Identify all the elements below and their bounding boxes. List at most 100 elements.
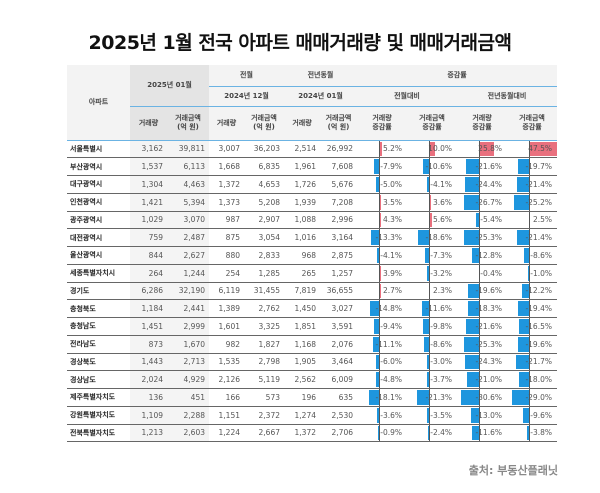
- table-row: 제주특별자치도 136 451 166 573 196 635 -18.1% -21.3% -30…: [67, 388, 557, 407]
- change-cell: -26.7%: [457, 193, 507, 212]
- change-cell: -9.4%: [357, 317, 407, 336]
- value-cell: 1,451: [130, 317, 167, 336]
- change-cell: -19.6%: [507, 335, 557, 354]
- change-value: -21.3%: [425, 392, 452, 402]
- change-value: -9.8%: [430, 321, 452, 331]
- change-value: -3.5%: [430, 410, 452, 420]
- bar-axis: [529, 424, 530, 442]
- decrease-bar: [471, 248, 479, 263]
- value-cell: 875: [209, 228, 244, 247]
- change-value: -3.6%: [380, 410, 402, 420]
- value-cell: 2,907: [244, 211, 284, 230]
- decrease-bar: [464, 354, 479, 370]
- bar-axis: [379, 158, 380, 175]
- change-cell: -0.9%: [357, 424, 407, 443]
- change-value: -14.8%: [375, 304, 402, 314]
- table-row: 서울특별시 3,162 39,811 3,007 36,203 2,514 26,992 5.…: [67, 140, 557, 159]
- decrease-bar: [422, 301, 429, 316]
- change-value: -25.2%: [525, 197, 552, 207]
- change-value: -3.2%: [430, 268, 452, 278]
- value-cell: 5,119: [244, 370, 284, 389]
- value-cell: 2,024: [130, 370, 167, 389]
- bar-axis: [479, 424, 480, 442]
- bar-axis: [379, 211, 380, 229]
- change-value: -25.3%: [475, 339, 502, 349]
- change-cell: -11.1%: [357, 335, 407, 354]
- value-cell: 7,208: [320, 193, 357, 212]
- bar-axis: [529, 176, 530, 193]
- value-cell: 2,126: [209, 370, 244, 389]
- value-cell: 1,373: [209, 193, 244, 212]
- change-cell: -25.3%: [457, 228, 507, 247]
- bar-axis: [479, 176, 480, 193]
- decrease-bar: [461, 390, 479, 405]
- region-name: 대전광역시: [67, 228, 130, 247]
- bar-axis: [429, 247, 430, 264]
- region-name: 제주특별자치도: [67, 388, 130, 407]
- value-cell: 1,450: [284, 299, 320, 318]
- table-row: 광주광역시 1,029 3,070 987 2,907 1,088 2,996 4.3% 5.6…: [67, 211, 557, 230]
- change-value: -21.6%: [475, 162, 502, 172]
- decrease-bar: [475, 212, 479, 228]
- change-value: 5.6%: [432, 215, 452, 225]
- change-value: 2.3%: [432, 286, 452, 296]
- decrease-bar: [464, 177, 479, 192]
- change-cell: -4.1%: [357, 246, 407, 265]
- region-name: 강원특별자치도: [67, 406, 130, 425]
- value-cell: 5,208: [244, 193, 284, 212]
- header-prev-month: 전월: [209, 65, 284, 87]
- change-cell: -19.6%: [457, 282, 507, 301]
- change-value: -26.7%: [475, 197, 502, 207]
- change-cell: -4.8%: [357, 370, 407, 389]
- decrease-bar: [516, 354, 529, 370]
- change-value: -18.1%: [375, 392, 402, 402]
- decrease-bar: [514, 194, 529, 210]
- change-value: -18.3%: [475, 304, 502, 314]
- change-value: 25.8%: [478, 144, 502, 154]
- decrease-bar: [427, 265, 429, 281]
- change-cell: -6.0%: [357, 353, 407, 372]
- source-note: 출처: 부동산플래닛: [468, 464, 558, 477]
- change-value: -21.6%: [475, 321, 502, 331]
- table-row: 경상북도 1,443 2,713 1,535 2,798 1,905 3,464 -6.0% -…: [67, 353, 557, 372]
- header-region: 아파트: [67, 65, 130, 141]
- value-cell: 1,537: [130, 157, 167, 176]
- region-name: 경기도: [67, 282, 130, 301]
- decrease-bar: [376, 177, 379, 192]
- value-cell: 451: [167, 388, 209, 407]
- decrease-bar: [523, 407, 529, 423]
- change-cell: -11.6%: [407, 299, 457, 318]
- value-cell: 1,939: [284, 193, 320, 212]
- region-name: 세종특별자치시: [67, 264, 130, 283]
- bar-axis: [429, 353, 430, 371]
- value-cell: 6,113: [167, 157, 209, 176]
- decrease-bar: [524, 248, 529, 263]
- value-cell: 2,603: [167, 424, 209, 443]
- change-value: -19.6%: [525, 339, 552, 349]
- bar-axis: [529, 282, 530, 300]
- value-cell: 2,288: [167, 406, 209, 425]
- increase-bar: [429, 194, 432, 210]
- decrease-bar: [422, 159, 429, 174]
- bar-axis: [529, 335, 530, 353]
- value-cell: 5,676: [320, 175, 357, 194]
- value-cell: 2,996: [320, 211, 357, 230]
- decrease-bar: [526, 425, 529, 441]
- bar-axis: [379, 406, 380, 424]
- bar-axis: [529, 353, 530, 371]
- bar-axis: [379, 353, 380, 371]
- bar-axis: [429, 140, 430, 158]
- value-cell: 982: [209, 335, 244, 354]
- change-cell: -18.6%: [407, 228, 457, 247]
- change-value: -10.6%: [425, 162, 452, 172]
- change-value: -3.8%: [530, 428, 552, 438]
- value-cell: 265: [284, 264, 320, 283]
- region-name: 충청북도: [67, 299, 130, 318]
- bar-axis: [529, 406, 530, 424]
- change-cell: -8.6%: [407, 335, 457, 354]
- value-cell: 254: [209, 264, 244, 283]
- value-cell: 32,190: [167, 282, 209, 301]
- bar-axis: [429, 424, 430, 442]
- subheader-volume: 거래량: [130, 106, 167, 141]
- bar-axis: [479, 229, 480, 246]
